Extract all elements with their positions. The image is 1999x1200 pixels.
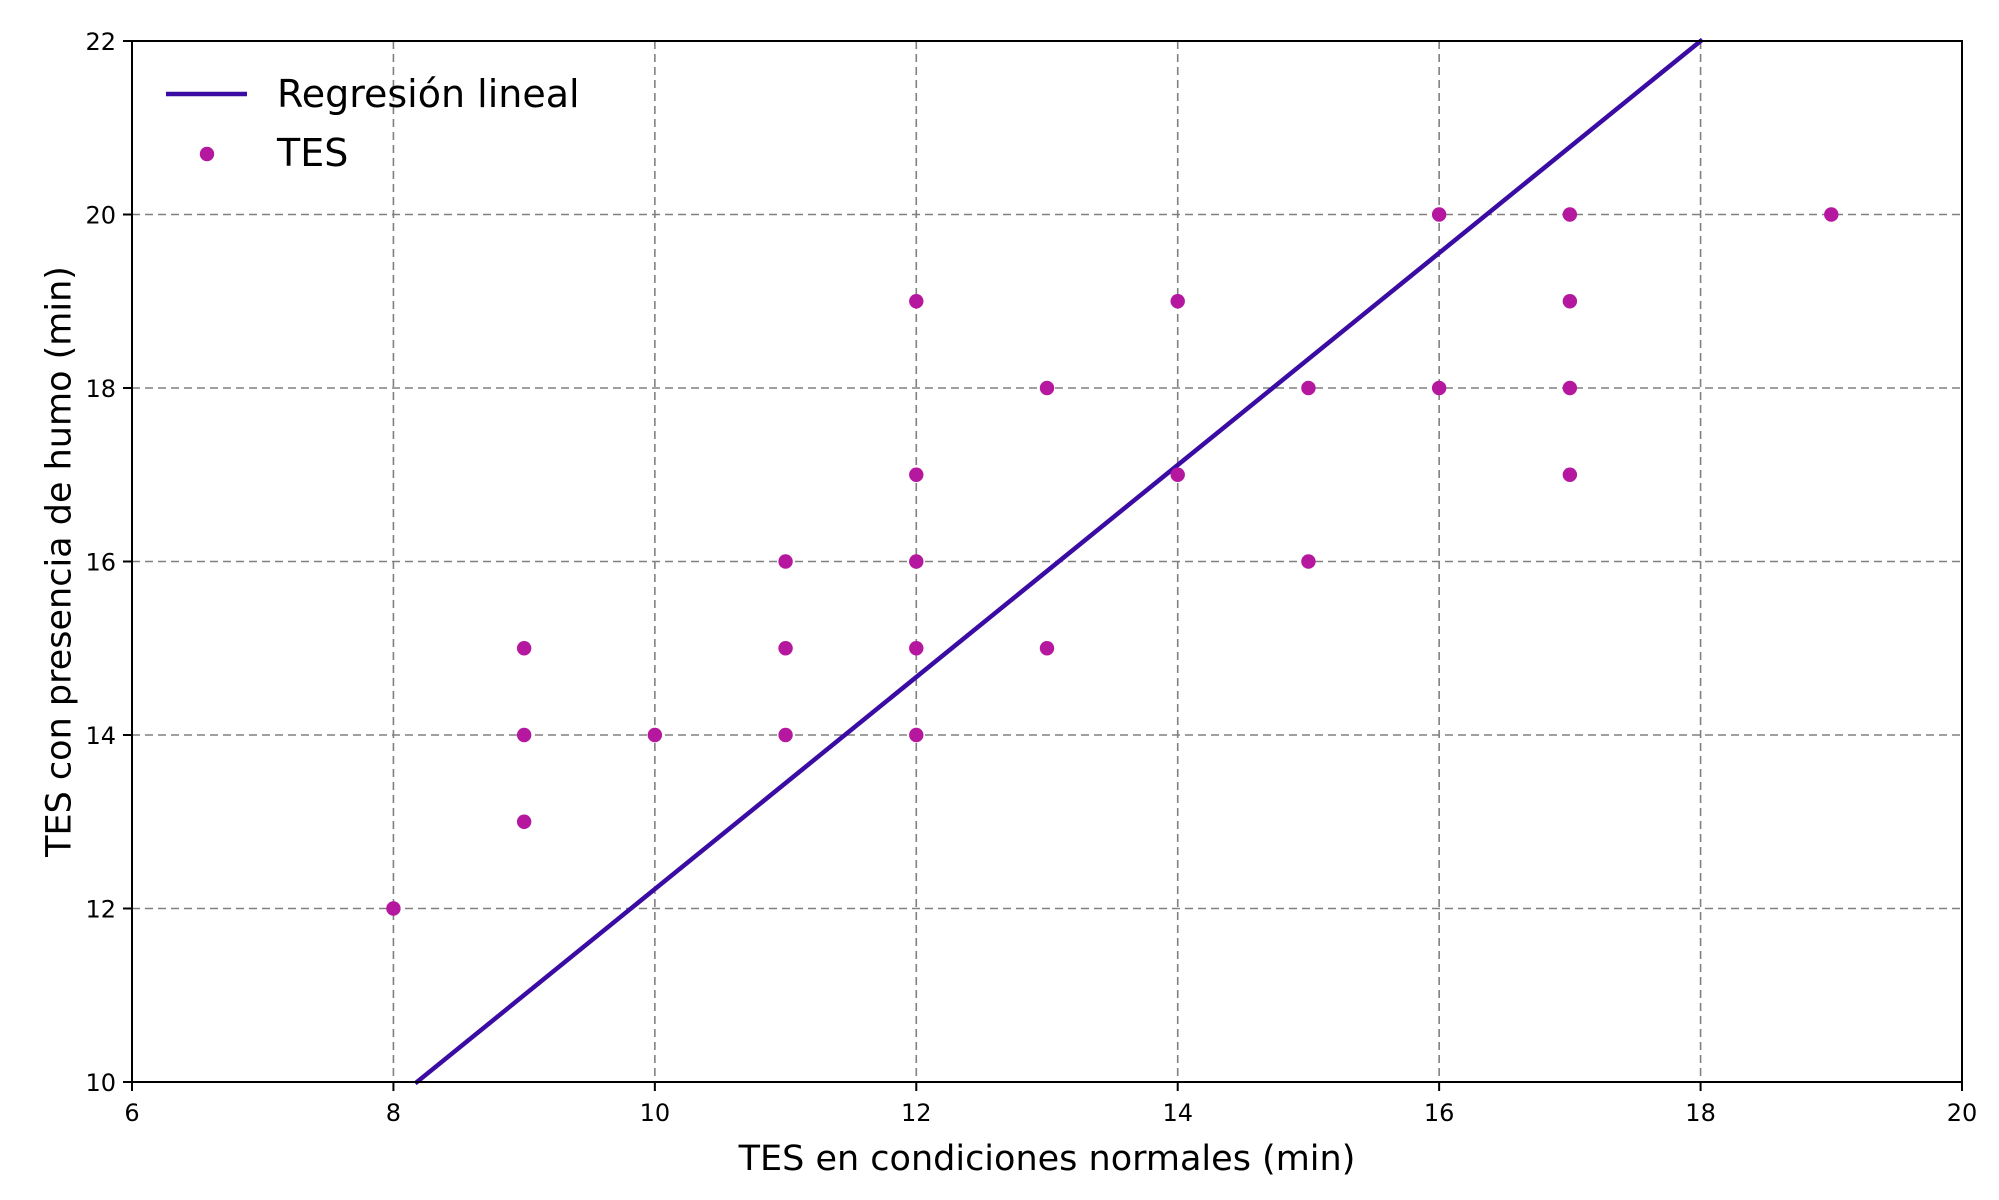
grid bbox=[132, 41, 1962, 1082]
regression-line-group bbox=[413, 37, 1704, 1086]
y-tick-label: 22 bbox=[85, 28, 116, 56]
data-point bbox=[1170, 467, 1185, 482]
data-point bbox=[1039, 641, 1055, 656]
data-point bbox=[1301, 554, 1316, 569]
data-point bbox=[1170, 294, 1185, 309]
y-tick-label: 20 bbox=[85, 202, 116, 230]
data-point bbox=[386, 901, 401, 916]
x-tick-label: 16 bbox=[1424, 1099, 1455, 1127]
x-tick-label: 8 bbox=[386, 1099, 401, 1127]
data-points bbox=[386, 207, 1839, 916]
y-tick-label: 14 bbox=[85, 722, 116, 750]
data-point bbox=[909, 727, 924, 743]
data-point bbox=[778, 727, 793, 743]
x-tick-label: 6 bbox=[124, 1099, 139, 1127]
x-tick-label: 12 bbox=[901, 1099, 932, 1127]
data-point bbox=[909, 294, 924, 309]
data-point bbox=[516, 814, 532, 829]
axis-ticks: 6 8 10 12 14 16 18 20 10 12 14 16 18 20 22 bbox=[85, 28, 1977, 1127]
x-tick-label: 10 bbox=[640, 1099, 671, 1127]
data-point bbox=[1431, 207, 1447, 222]
y-tick-label: 10 bbox=[85, 1069, 116, 1097]
data-point bbox=[1562, 294, 1578, 309]
data-point bbox=[1301, 380, 1316, 396]
data-point bbox=[516, 641, 532, 656]
data-point bbox=[909, 641, 924, 656]
legend: Regresión lineal TES bbox=[166, 72, 580, 175]
data-point bbox=[1039, 380, 1055, 396]
data-point bbox=[909, 554, 924, 569]
regression-line bbox=[413, 37, 1704, 1086]
x-tick-label: 20 bbox=[1947, 1099, 1978, 1127]
legend-marker-swatch bbox=[199, 146, 215, 162]
legend-label-regression: Regresión lineal bbox=[277, 72, 580, 116]
data-point bbox=[778, 641, 793, 656]
data-point bbox=[1824, 207, 1839, 222]
data-point bbox=[1562, 207, 1578, 222]
x-tick-label: 14 bbox=[1162, 1099, 1193, 1127]
data-point bbox=[647, 727, 663, 743]
x-axis-label: TES en condiciones normales (min) bbox=[738, 1139, 1356, 1179]
data-point bbox=[1562, 467, 1578, 482]
data-point bbox=[1431, 380, 1447, 396]
data-point bbox=[909, 467, 924, 482]
data-point bbox=[516, 727, 532, 743]
y-axis-label: TES con presencia de humo (min) bbox=[39, 266, 79, 858]
data-point bbox=[778, 554, 793, 569]
y-tick-label: 16 bbox=[85, 549, 116, 577]
x-tick-label: 18 bbox=[1685, 1099, 1716, 1127]
y-tick-label: 12 bbox=[85, 896, 116, 924]
y-tick-label: 18 bbox=[85, 375, 116, 403]
data-point bbox=[1562, 380, 1578, 396]
legend-label-tes: TES bbox=[276, 131, 348, 175]
